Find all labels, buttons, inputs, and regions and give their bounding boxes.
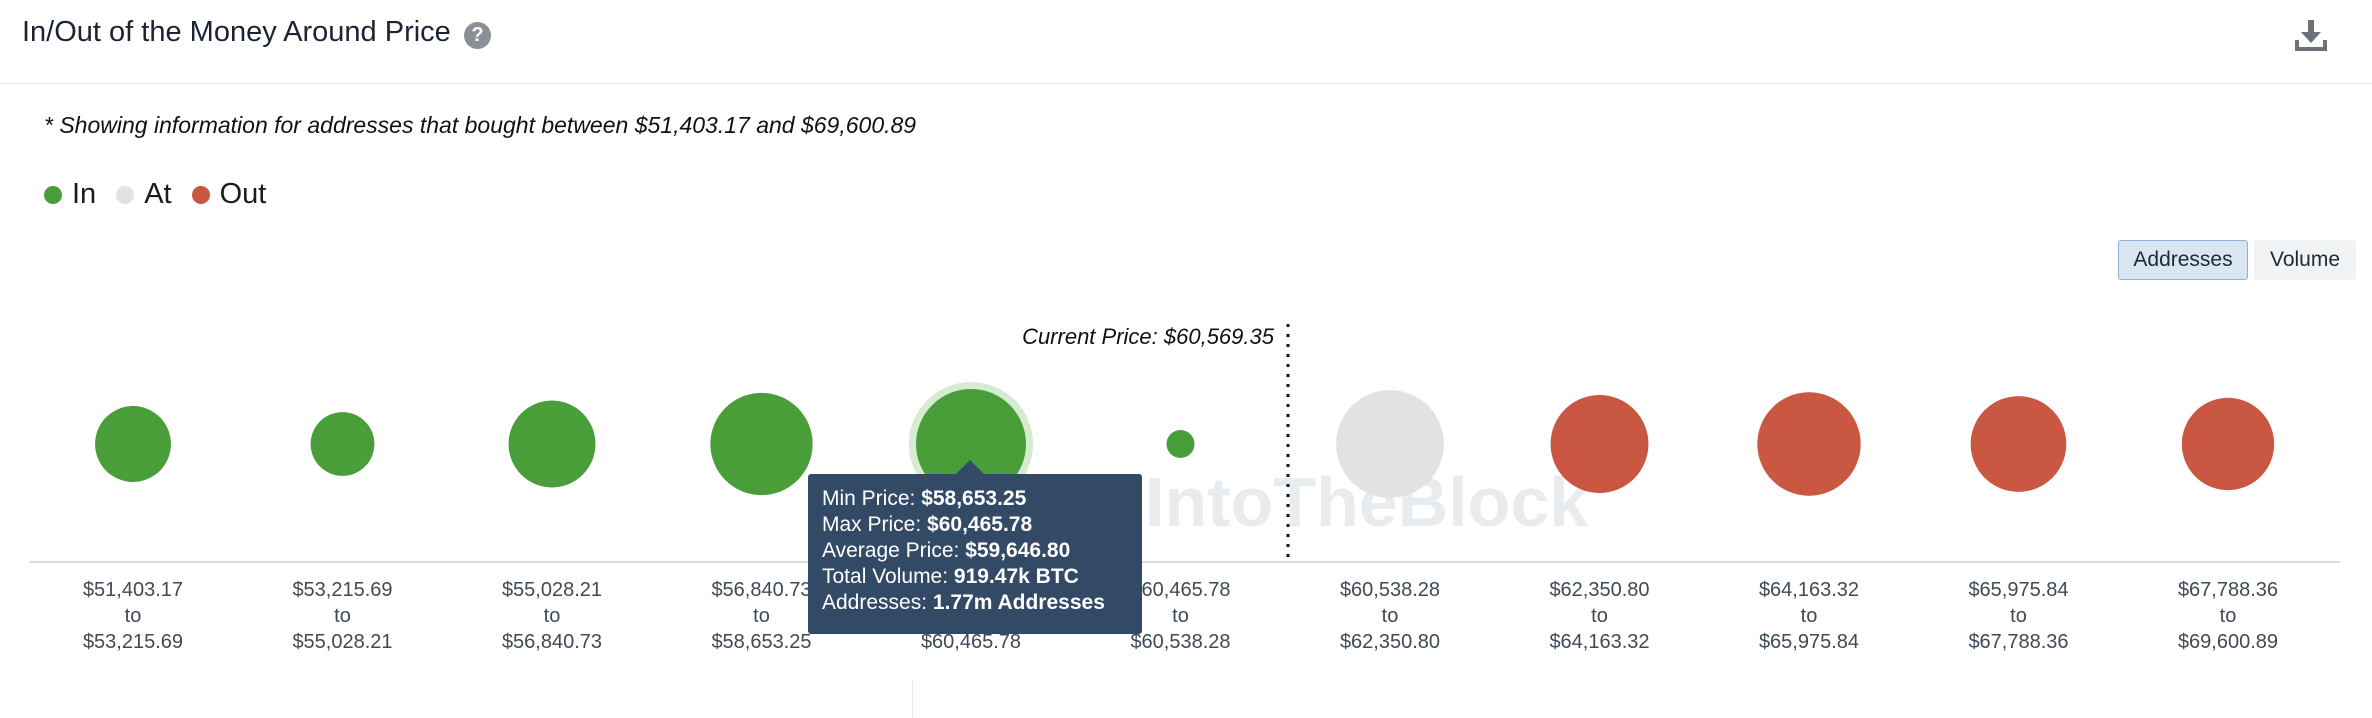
bucket-tooltip: Min Price: $58,653.25 Max Price: $60,465… xyxy=(808,474,1142,634)
tick-low: $53,215.69 xyxy=(292,579,392,601)
tick-high: $64,163.32 xyxy=(1549,631,1649,653)
tick-separator: to xyxy=(544,605,561,627)
tick-separator: to xyxy=(1382,605,1399,627)
tick-high: $62,350.80 xyxy=(1340,631,1440,653)
legend-dot-in xyxy=(44,185,62,204)
bubble-at[interactable] xyxy=(1336,390,1444,498)
tick-low: $67,788.36 xyxy=(2178,579,2278,601)
tooltip-max-price: Max Price: $60,465.78 xyxy=(822,513,1033,536)
tick-separator: to xyxy=(1801,605,1818,627)
tick-label: $65,975.84 to $67,788.36 xyxy=(1968,579,2068,653)
legend-label-at: At xyxy=(144,178,172,210)
bubble-out[interactable] xyxy=(1757,392,1861,496)
tick-label: $64,163.32 to $65,975.84 xyxy=(1759,579,1859,653)
legend-label-in: In xyxy=(72,178,97,210)
tick-label: $56,840.73 to $58,653.25 xyxy=(711,579,811,653)
bubble-in[interactable] xyxy=(916,389,1026,499)
tick-separator: to xyxy=(125,605,142,627)
legend-dot-at xyxy=(116,185,135,204)
tick-high: $56,840.73 xyxy=(502,631,602,653)
tick-label: $60,465.78 to $60,538.28 xyxy=(1130,579,1230,653)
tick-high: $69,600.89 xyxy=(2178,631,2278,653)
tooltip-arrow xyxy=(956,460,984,474)
legend-item-out[interactable]: Out xyxy=(191,178,267,211)
range-note: * Showing information for addresses that… xyxy=(44,112,917,138)
tick-high: $60,538.28 xyxy=(1130,631,1230,653)
tick-high: $67,788.36 xyxy=(1968,631,2068,653)
bubble-in[interactable] xyxy=(710,392,813,496)
addresses-toggle-button[interactable]: Addresses xyxy=(2118,240,2248,280)
legend: In At Out xyxy=(44,178,286,211)
tick-low: $65,975.84 xyxy=(1968,579,2068,601)
tick-low: $64,163.32 xyxy=(1759,579,1859,601)
tick-label: $53,215.69 to $55,028.21 xyxy=(292,579,392,653)
tooltip-addresses: Addresses: 1.77m Addresses xyxy=(822,591,1105,614)
bubble-in[interactable] xyxy=(95,406,171,482)
tick-low: $60,538.28 xyxy=(1340,579,1440,601)
tick-low: $51,403.17 xyxy=(83,579,183,601)
tick-high: $65,975.84 xyxy=(1759,631,1859,653)
bubble-out[interactable] xyxy=(2181,397,2275,491)
section-divider xyxy=(912,680,913,718)
tick-separator: to xyxy=(1591,605,1608,627)
bubble-in[interactable] xyxy=(1166,430,1195,458)
tick-low: $60,465.78 xyxy=(1130,579,1230,601)
tick-separator: to xyxy=(334,605,351,627)
legend-item-in[interactable]: In xyxy=(44,178,96,211)
tick-separator: to xyxy=(1172,605,1189,627)
tick-separator: to xyxy=(2010,605,2027,627)
download-icon[interactable] xyxy=(2294,18,2328,52)
legend-item-at[interactable]: At xyxy=(116,178,172,211)
header: In/Out of the Money Around Price ? xyxy=(0,0,2372,84)
tick-label: $51,403.17 to $53,215.69 xyxy=(83,579,183,653)
tick-low: $55,028.21 xyxy=(502,579,602,601)
bubble-out[interactable] xyxy=(1970,396,2067,492)
tick-high: $58,653.25 xyxy=(711,631,811,653)
bubble-in[interactable] xyxy=(508,400,596,488)
page-title: In/Out of the Money Around Price xyxy=(22,16,451,48)
tooltip-min-price: Min Price: $58,653.25 xyxy=(822,487,1027,510)
tick-low: $56,840.73 xyxy=(711,579,811,601)
tick-label: $62,350.80 to $64,163.32 xyxy=(1549,579,1649,653)
bubble-in[interactable] xyxy=(310,412,375,476)
bubble-out[interactable] xyxy=(1550,395,1649,493)
tick-separator: to xyxy=(2220,605,2237,627)
tick-high: $53,215.69 xyxy=(83,631,183,653)
legend-label-out: Out xyxy=(219,178,267,210)
legend-dot-out xyxy=(191,185,210,204)
tick-separator: to xyxy=(753,605,770,627)
tick-high: $60,465.78 xyxy=(921,631,1021,653)
tooltip-total-volume: Total Volume: 919.47k BTC xyxy=(822,565,1079,588)
tick-label: $60,538.28 to $62,350.80 xyxy=(1340,579,1440,653)
tick-label: $67,788.36 to $69,600.89 xyxy=(2178,579,2278,653)
tick-low: $62,350.80 xyxy=(1549,579,1649,601)
bubble-chart: IntoTheBlock Current Price: $60,569.35 $… xyxy=(30,324,2340,653)
volume-toggle-button[interactable]: Volume xyxy=(2254,240,2356,280)
tick-high: $55,028.21 xyxy=(292,631,392,653)
question-circle-icon[interactable]: ? xyxy=(464,22,491,49)
tick-label: $55,028.21 to $56,840.73 xyxy=(502,579,602,653)
current-price-label: Current Price: $60,569.35 xyxy=(1022,324,1275,349)
tooltip-average-price: Average Price: $59,646.80 xyxy=(822,539,1071,562)
